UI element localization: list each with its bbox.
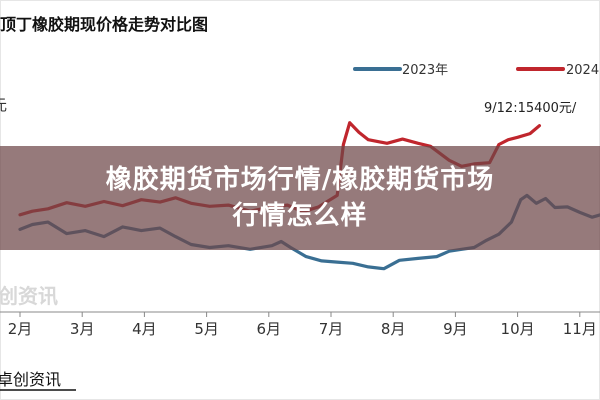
x-tick-label: 8月	[381, 320, 406, 338]
x-tick-label: 7月	[319, 320, 344, 338]
x-tick-label: 9月	[443, 320, 468, 338]
x-tick-label: 11月	[563, 320, 597, 338]
source-label: 卓创资讯	[0, 370, 61, 389]
price-annotation: 9/12:15400元/	[484, 101, 577, 116]
headline-line-1: 橡胶期货市场行情/橡胶期货市场	[105, 165, 495, 195]
x-tick-label: 2月	[8, 320, 33, 338]
x-tick-label: 10月	[501, 320, 535, 338]
headline-banner: 橡胶期货市场行情/橡胶期货市场 行情怎么样	[0, 146, 600, 250]
watermark: 创资讯	[0, 284, 58, 308]
chart-title: 顶丁橡胶期现价格走势对比图	[0, 15, 208, 34]
x-tick-labels: 2月 3月 4月 5月 6月 7月 8月 9月 10月 11月	[8, 312, 597, 338]
x-tick-label: 6月	[257, 320, 282, 338]
x-tick-label: 4月	[132, 320, 157, 338]
legend-label-2024: 2024	[566, 63, 599, 78]
legend: 2023年 2024	[353, 63, 599, 78]
legend-label-2023: 2023年	[402, 63, 448, 78]
x-tick-label: 5月	[194, 320, 219, 338]
headline-line-2: 行情怎么样	[232, 201, 368, 231]
y-tick-partial: 元	[0, 96, 7, 114]
x-tick-label: 3月	[70, 320, 95, 338]
